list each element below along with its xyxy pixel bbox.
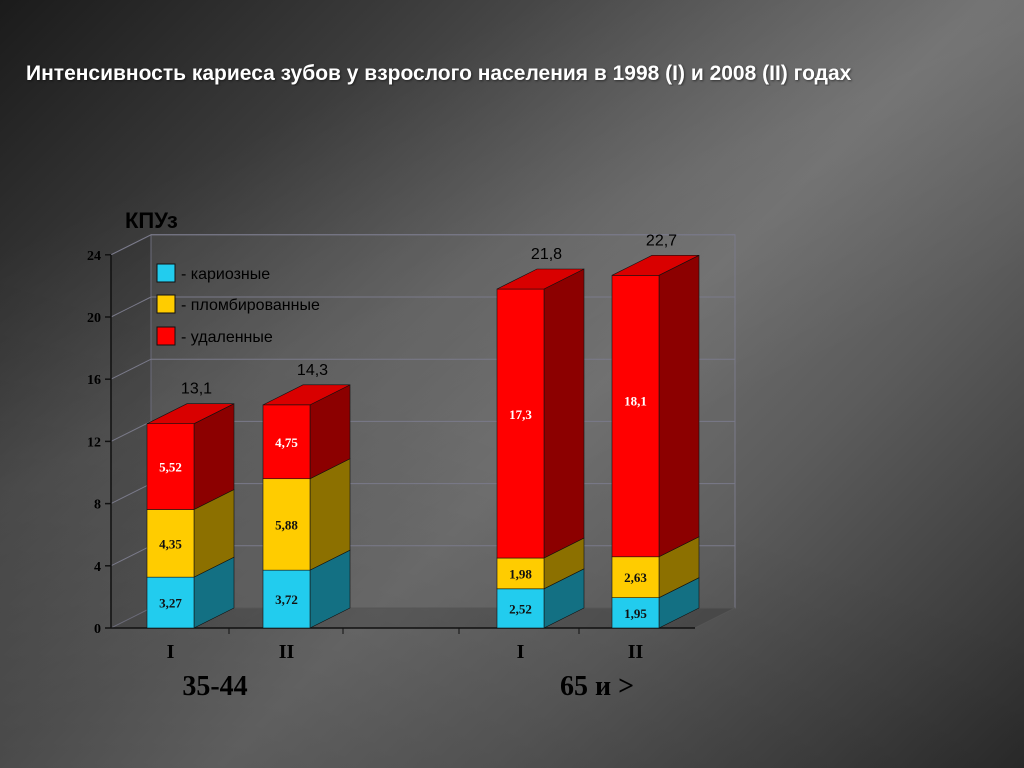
y-tick-label: 0 — [94, 622, 101, 637]
y-tick-label: 24 — [87, 249, 101, 264]
data-label: 3,72 — [275, 592, 298, 607]
bar-top — [146, 403, 235, 424]
data-label: 5,88 — [275, 517, 298, 532]
data-label: 17,3 — [509, 407, 532, 422]
data-label: 2,52 — [509, 601, 532, 616]
bar-top — [262, 384, 351, 406]
bar-top — [496, 268, 585, 290]
grid-line-side — [110, 296, 152, 318]
y-tick-label: 4 — [94, 560, 101, 575]
grid-line-side — [110, 234, 152, 256]
grid-line-side — [110, 358, 152, 380]
bar-segment-carious — [611, 597, 660, 629]
y-tick-label: 8 — [94, 498, 101, 513]
group-label: 65 и > — [560, 671, 634, 702]
legend-swatch — [156, 294, 176, 314]
data-label: 2,63 — [624, 570, 647, 585]
data-label: 18,1 — [624, 393, 647, 408]
bar-side-extracted — [543, 268, 585, 559]
bar-segment-filled — [262, 478, 311, 571]
y-axis-label: КПУз — [125, 208, 178, 233]
y-tick-label: 20 — [87, 311, 101, 326]
total-label: 22,7 — [646, 232, 677, 249]
bar-segment-filled — [611, 556, 660, 598]
category-label: I — [167, 641, 175, 663]
bar-segment-carious — [262, 569, 311, 629]
data-label: 3,27 — [159, 596, 182, 611]
bar-segment-carious — [496, 588, 545, 629]
legend-swatch — [156, 263, 176, 283]
bar-segment-filled — [496, 557, 545, 590]
grid-line-side — [110, 545, 152, 567]
data-label: 1,98 — [509, 566, 532, 581]
total-label: 13,1 — [181, 381, 212, 398]
legend-label: - кариозные — [181, 266, 270, 283]
data-label: 4,35 — [159, 536, 182, 551]
total-label: 21,8 — [531, 246, 562, 263]
y-tick-label: 12 — [87, 435, 101, 450]
total-label: 14,3 — [297, 362, 328, 379]
legend-swatch — [156, 326, 176, 346]
category-label: II — [279, 641, 295, 663]
y-tick-label: 16 — [87, 373, 101, 388]
grid-line-side — [110, 483, 152, 505]
bars — [146, 254, 700, 629]
bar-segment-filled — [146, 509, 195, 578]
bar-segment-extracted — [611, 275, 660, 558]
bar-top — [611, 255, 700, 276]
grid-line-side — [110, 420, 152, 442]
legend-label: - пломбированные — [181, 297, 320, 314]
data-label: 1,95 — [624, 606, 647, 621]
bar-segment-extracted — [146, 423, 195, 510]
legend: - кариозные - пломбированные - удаленные — [156, 263, 320, 346]
bar-segment-extracted — [496, 288, 545, 559]
axes: 0 4 8 12 16 20 24 КПУз — [87, 208, 695, 637]
bar-side-extracted — [658, 254, 700, 558]
data-label: 4,75 — [275, 435, 298, 450]
category-label: II — [628, 641, 644, 663]
group-label: 35-44 — [182, 671, 247, 702]
data-label: 5,52 — [159, 460, 182, 475]
category-label: I — [517, 641, 525, 663]
slide-title: Интенсивность кариеса зубов у взрослого … — [26, 62, 852, 85]
data-labels: 3,27 4,35 5,52 13,1 I 3,72 5,88 4,75 14,3 II 2,52 1… — [159, 232, 677, 702]
legend-label: - удаленные — [181, 329, 273, 346]
bar-segment-carious — [146, 576, 195, 629]
